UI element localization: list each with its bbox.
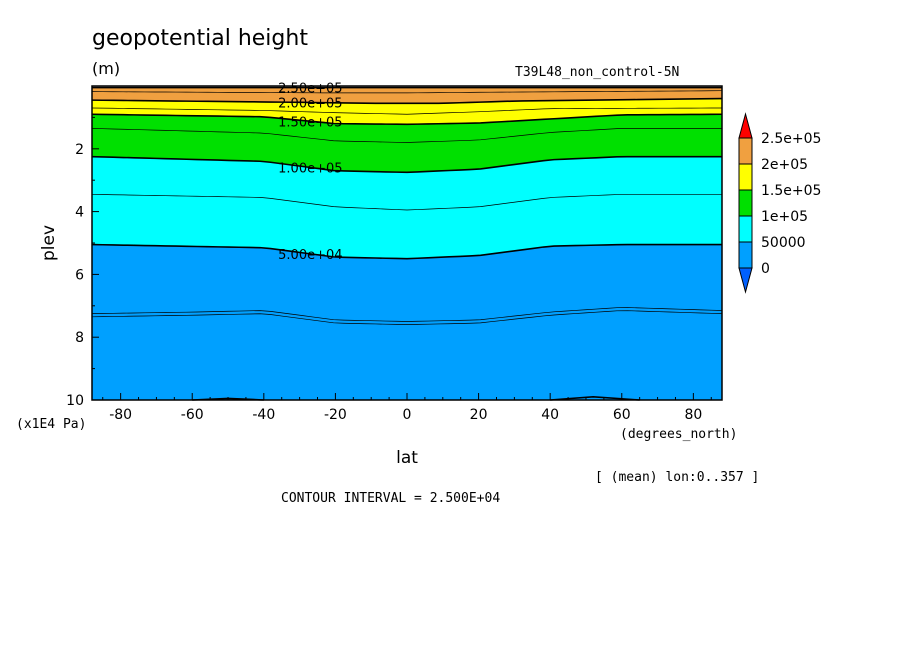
- y-tick-label: 6: [75, 267, 84, 283]
- x-axis-label: lat: [396, 448, 418, 468]
- y-axis-units: (x1E4 Pa): [16, 417, 86, 432]
- x-tick-label: -80: [109, 407, 132, 423]
- x-axis-ticks: -80 -60 -40 -20 0 20 40 60 80: [102, 393, 712, 423]
- colorbar-segment: [738, 137, 753, 165]
- colorbar-label: 1e+05: [761, 209, 808, 225]
- x-tick-label: 40: [541, 407, 559, 423]
- y-tick-label: 2: [75, 142, 84, 158]
- y-tick-label: 10: [66, 393, 84, 409]
- contour-line-150000-4: [91, 113, 723, 126]
- y-axis-label: plev: [39, 225, 59, 261]
- x-tick-label: -20: [324, 407, 347, 423]
- contour-label-50000: 5.00e+04: [278, 248, 342, 263]
- averaging-note: [ (mean) lon:0..357 ]: [595, 470, 759, 485]
- x-tick-label: 60: [613, 407, 631, 423]
- experiment-label: T39L48_non_control-5N: [515, 65, 679, 80]
- contour-label-250000: 2.50e+05: [278, 82, 342, 97]
- colorbar-top-arrow: [738, 112, 753, 139]
- contour-line-225000-1: [91, 90, 723, 94]
- x-tick-label: -60: [181, 407, 204, 423]
- contour-interval-label: CONTOUR INTERVAL = 2.500E+04: [281, 491, 500, 506]
- colorbar-segment: [738, 163, 753, 191]
- x-tick-label: 0: [403, 407, 412, 423]
- colorbar-label: 1.5e+05: [761, 183, 821, 199]
- contour-label-100000: 1.00e+05: [278, 161, 342, 176]
- colorbar-label: 2.5e+05: [761, 131, 821, 147]
- x-axis-units: (degrees_north): [620, 427, 737, 442]
- contour-line-75000-7: [91, 193, 722, 211]
- colorbar-segment: [738, 241, 753, 269]
- y-axis-ticks: 2 4 6 8 10: [66, 116, 99, 409]
- contour-line-200000-2: [91, 97, 723, 105]
- colorbar-segment: [738, 215, 753, 243]
- colorbar-label: 50000: [761, 235, 806, 251]
- chart-title: geopotential height: [92, 26, 308, 51]
- contour-label-200000: 2.00e+05: [278, 96, 342, 111]
- band-50000-100000: [92, 156, 722, 259]
- x-tick-label: 80: [684, 407, 702, 423]
- band-0-50000: [92, 244, 722, 400]
- colorbar-segment: [738, 189, 753, 217]
- band-100000-150000: [92, 114, 722, 173]
- contour-label-150000: 1.50e+05: [278, 115, 342, 130]
- y-tick-label: 8: [75, 330, 84, 346]
- contour-line-0-12: [550, 396, 640, 401]
- contour-line-25000-10: [91, 310, 723, 325]
- contour-line-50000-8: [91, 243, 722, 260]
- colorbar: 2.5e+05 2e+05 1.5e+05 1e+05 50000 0: [738, 112, 821, 294]
- colorbar-label: 2e+05: [761, 157, 808, 173]
- contour-line-25000-9: [91, 307, 723, 322]
- x-tick-label: -40: [252, 407, 275, 423]
- contour-line-100000-6: [91, 155, 722, 174]
- x-tick-label: 20: [470, 407, 488, 423]
- contour-line-125000-5: [91, 128, 722, 143]
- chart-units: (m): [92, 59, 120, 78]
- colorbar-label: 0: [761, 261, 770, 277]
- contour-line-175000-3: [91, 107, 723, 115]
- contour-plot-area: 2.50e+052.00e+05 1.50e+05 1.00e+05 5.00e+04: [91, 82, 723, 401]
- filled-contour-bands: [92, 87, 722, 400]
- y-tick-label: 4: [75, 205, 84, 221]
- colorbar-bottom-arrow: [738, 267, 753, 294]
- contour-lines: [91, 86, 723, 401]
